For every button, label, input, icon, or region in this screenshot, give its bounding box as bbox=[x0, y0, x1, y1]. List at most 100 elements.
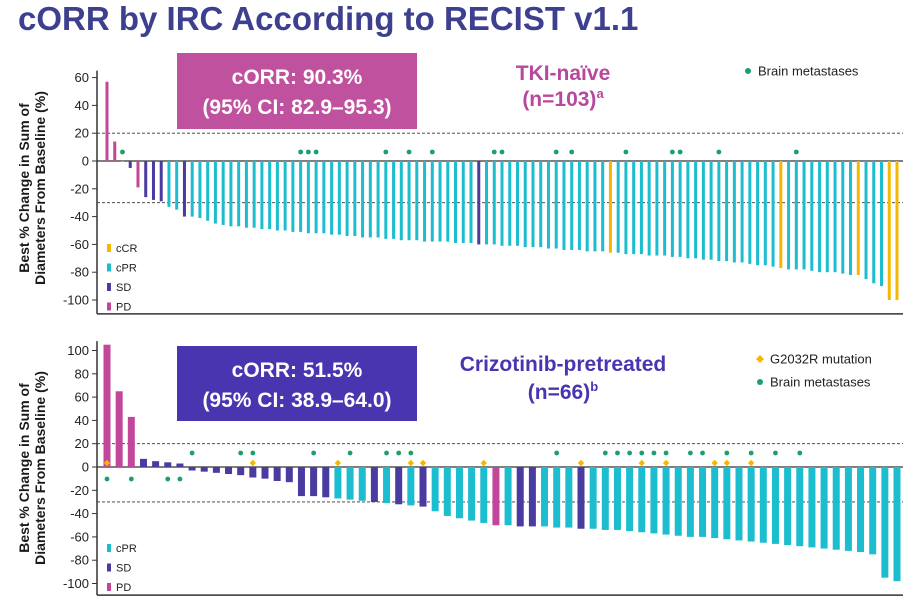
bar bbox=[508, 161, 512, 246]
bar bbox=[818, 161, 822, 273]
bar bbox=[832, 467, 840, 550]
bar bbox=[528, 467, 536, 527]
panel-tki-naive: 60 40 20 0 -20 -40 -60 -80 -100 cORR: 90.3% (95% C… bbox=[63, 53, 903, 315]
brain-metastasis-marker bbox=[651, 450, 657, 456]
legend-response-label: cPR bbox=[116, 263, 137, 275]
bar bbox=[261, 467, 269, 479]
orr-box bbox=[177, 53, 417, 129]
y-tick-label: 40 bbox=[75, 98, 89, 113]
bar bbox=[655, 161, 659, 256]
bar bbox=[808, 467, 816, 548]
bar bbox=[686, 467, 694, 537]
legend-marker-label: G2032R mutation bbox=[770, 352, 872, 367]
bar bbox=[291, 161, 295, 232]
bar bbox=[740, 161, 744, 263]
bar bbox=[345, 161, 349, 237]
bar bbox=[213, 161, 217, 224]
bar bbox=[468, 467, 476, 521]
g2032r-mutation-marker bbox=[662, 459, 670, 467]
bar bbox=[624, 161, 628, 255]
brain-metastasis-marker bbox=[553, 149, 559, 155]
bar bbox=[200, 467, 208, 472]
bar bbox=[802, 161, 806, 270]
bar bbox=[260, 161, 264, 230]
brain-metastasis-marker bbox=[623, 149, 629, 155]
bar bbox=[616, 161, 620, 253]
g2032r-mutation-marker bbox=[419, 459, 427, 467]
bar bbox=[608, 161, 612, 253]
bar bbox=[384, 161, 388, 239]
bar bbox=[244, 161, 248, 228]
brain-metastasis-marker bbox=[797, 450, 803, 456]
y-tick-label: -100 bbox=[63, 576, 89, 591]
y-tick-label: 20 bbox=[75, 436, 89, 451]
brain-metastasis-marker bbox=[311, 450, 317, 456]
bar bbox=[492, 467, 500, 526]
bar bbox=[252, 161, 256, 228]
brain-metastasis-marker bbox=[347, 450, 353, 456]
bar bbox=[167, 161, 171, 207]
bar bbox=[650, 467, 658, 534]
brain-metastasis-marker bbox=[313, 149, 319, 155]
bar bbox=[849, 161, 853, 275]
bar bbox=[626, 467, 634, 532]
bar bbox=[638, 467, 646, 533]
orr-box-line2: (95% CI: 38.9–64.0) bbox=[202, 389, 391, 412]
bar bbox=[275, 161, 279, 231]
bar bbox=[438, 161, 442, 242]
bar bbox=[577, 467, 585, 529]
bar bbox=[469, 161, 473, 244]
brain-metastasis-marker bbox=[748, 450, 754, 456]
bar bbox=[407, 467, 415, 506]
bar bbox=[330, 161, 334, 235]
legend-marker-label: Brain metastases bbox=[758, 64, 859, 79]
legend-response-swatch bbox=[107, 544, 111, 552]
brain-metastasis-marker bbox=[396, 450, 402, 456]
brain-metastasis-marker bbox=[602, 450, 608, 456]
bar bbox=[570, 161, 574, 250]
bar bbox=[523, 161, 527, 248]
brain-metastasis-marker bbox=[700, 450, 705, 456]
g2032r-mutation-marker bbox=[103, 459, 111, 467]
bar bbox=[601, 161, 605, 252]
y-tick-label: -80 bbox=[70, 265, 89, 280]
legend-response-label: PD bbox=[116, 582, 131, 594]
bar bbox=[392, 161, 396, 239]
legend-response-label: PD bbox=[116, 302, 131, 314]
bar bbox=[515, 161, 519, 246]
bar bbox=[285, 467, 293, 483]
bar bbox=[322, 161, 326, 234]
bar bbox=[151, 161, 155, 200]
bar bbox=[128, 161, 132, 168]
bar bbox=[376, 161, 380, 238]
bar bbox=[353, 161, 357, 237]
bar bbox=[152, 461, 160, 467]
y-tick-label: -40 bbox=[70, 506, 89, 521]
bar bbox=[190, 161, 194, 217]
bar bbox=[632, 161, 636, 255]
bar bbox=[399, 161, 403, 241]
bar bbox=[674, 467, 682, 536]
legend-response-swatch bbox=[107, 302, 111, 311]
bar bbox=[446, 161, 450, 242]
bar bbox=[711, 467, 719, 539]
g2032r-mutation-marker bbox=[638, 459, 645, 467]
bar bbox=[546, 161, 550, 249]
bar bbox=[273, 467, 281, 481]
bar bbox=[188, 467, 196, 471]
bar bbox=[480, 467, 488, 523]
g2032r-mutation-marker bbox=[334, 459, 342, 467]
bar bbox=[249, 467, 257, 478]
bar bbox=[820, 467, 828, 549]
g2032r-mutation-marker bbox=[407, 459, 415, 467]
bar bbox=[430, 161, 434, 242]
brain-metastasis-marker bbox=[238, 450, 244, 456]
brain-metastasis-marker bbox=[677, 149, 683, 155]
bar bbox=[113, 141, 117, 161]
bar bbox=[709, 161, 713, 260]
bar bbox=[454, 161, 458, 244]
bar bbox=[283, 161, 287, 231]
bar bbox=[784, 467, 792, 546]
panel-crizotinib-pretreated: 100 80 60 40 20 0 -20 -40 -60 -80 -100 cORR: 51.5% (… bbox=[63, 341, 903, 596]
